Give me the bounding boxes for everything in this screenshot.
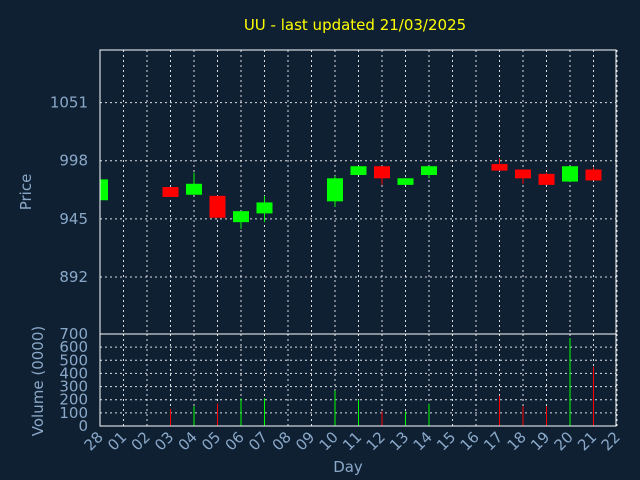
x-tick-label: 17	[480, 428, 506, 454]
price-tick-label: 892	[59, 268, 88, 286]
x-tick-label: 04	[175, 428, 201, 454]
x-tick-label: 18	[504, 428, 530, 454]
x-tick-label: 08	[269, 428, 295, 454]
x-tick-label: 20	[551, 428, 577, 454]
x-tick-label: 03	[151, 428, 177, 454]
candle-body	[256, 202, 273, 214]
tick-labels: 8929459981051010020030040050060070028010…	[50, 94, 624, 455]
candle-body	[515, 169, 531, 179]
x-tick-label: 21	[574, 428, 600, 454]
x-tick-label: 10	[316, 428, 342, 454]
candle-body	[162, 187, 179, 197]
candle-body	[209, 195, 226, 218]
candle-body	[562, 166, 578, 182]
chart-marks	[99, 158, 602, 426]
candle-body	[186, 183, 202, 195]
candle-body	[397, 178, 414, 185]
x-tick-label: 16	[457, 428, 483, 454]
x-tick-label: 02	[128, 428, 154, 454]
x-axis-label: Day	[333, 458, 363, 476]
x-tick-label: 09	[292, 428, 318, 454]
candle-body	[327, 178, 343, 202]
price-axis-label: Price	[17, 174, 35, 211]
price-tick-label: 945	[59, 210, 88, 228]
volume-tick-label: 300	[59, 378, 88, 396]
volume-tick-label: 200	[59, 391, 88, 409]
volume-axis-label: Volume (0000)	[29, 326, 47, 436]
candle-body	[374, 166, 390, 179]
volume-tick-label: 100	[59, 404, 88, 422]
price-tick-label: 998	[59, 152, 88, 170]
x-tick-label: 19	[527, 428, 553, 454]
volume-tick-label: 500	[59, 351, 88, 369]
x-tick-label: 14	[410, 428, 436, 454]
x-tick-label: 01	[104, 428, 130, 454]
chart-title: UU - last updated 21/03/2025	[244, 16, 466, 34]
grid-lines	[100, 50, 618, 426]
volume-tick-label: 700	[59, 325, 88, 343]
candle-body	[585, 169, 602, 181]
x-tick-label: 12	[363, 428, 389, 454]
volume-tick-label: 0	[78, 417, 88, 435]
price-tick-label: 1051	[50, 94, 88, 112]
candle-body	[350, 166, 367, 176]
x-tick-label: 13	[386, 428, 412, 454]
candle-body	[100, 179, 108, 201]
candle-body	[538, 173, 555, 185]
x-tick-label: 15	[433, 428, 459, 454]
x-tick-label: 06	[222, 428, 248, 454]
candle-body	[491, 164, 508, 171]
candle-body	[421, 166, 437, 176]
x-tick-label: 11	[339, 428, 365, 454]
x-tick-label: 22	[598, 428, 624, 454]
volume-tick-label: 400	[59, 364, 88, 382]
volume-panel-frame	[99, 333, 617, 427]
x-tick-label: 07	[245, 428, 271, 454]
x-tick-label: 05	[198, 428, 224, 454]
volume-tick-label: 600	[59, 338, 88, 356]
candle-body	[233, 211, 249, 223]
